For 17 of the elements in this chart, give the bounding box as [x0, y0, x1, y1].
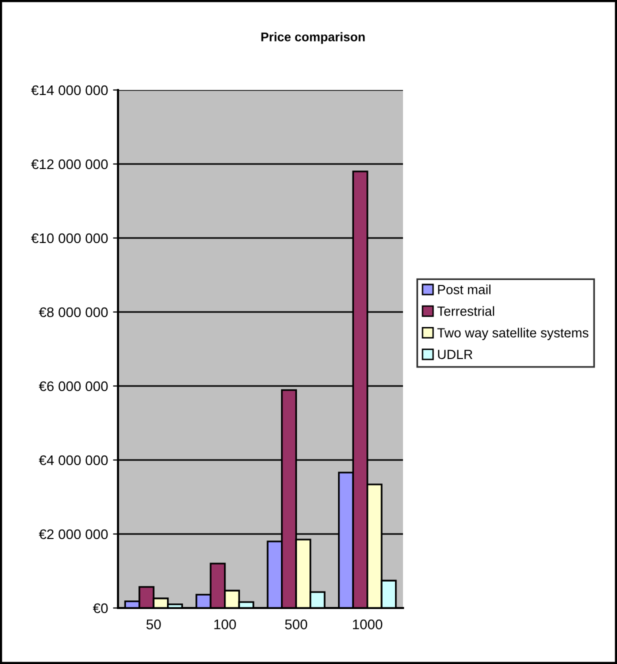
y-tick-label: €14 000 000 — [31, 85, 108, 96]
x-tick-label: 1000 — [352, 619, 382, 630]
x-tick-label: 100 — [214, 619, 236, 630]
x-tick-label: 500 — [285, 619, 308, 630]
chart-title: Price comparison — [261, 32, 365, 44]
y-tick-label: €0 — [92, 603, 108, 614]
y-tick-label: €8 000 000 — [38, 307, 108, 318]
x-tick-label: 50 — [146, 619, 161, 630]
legend-label: Post mail — [438, 284, 490, 294]
y-tick-label: €6 000 000 — [38, 381, 108, 392]
y-tick-label: €10 000 000 — [31, 233, 108, 244]
legend-label: Two way satellite systems — [437, 328, 588, 340]
y-tick-label: €4 000 000 — [38, 455, 108, 466]
legend-label: Terrestrial — [437, 306, 494, 316]
y-tick-label: €2 000 000 — [38, 529, 108, 540]
legend-label: UDLR — [438, 350, 472, 360]
y-tick-label: €12 000 000 — [31, 159, 108, 170]
